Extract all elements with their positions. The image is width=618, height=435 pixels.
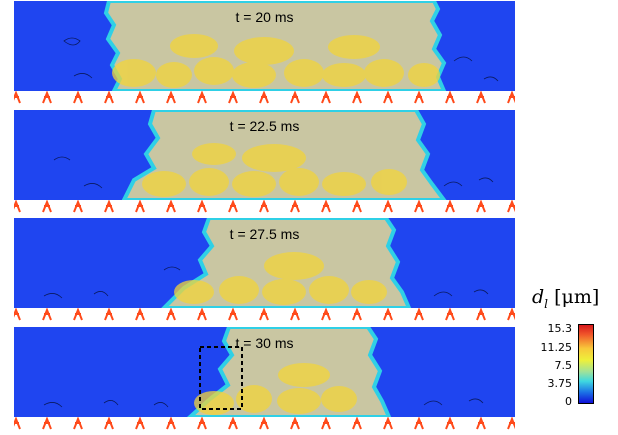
injector-icon [135,91,145,104]
injector-icon [42,308,52,321]
injector-icon [73,417,83,430]
injector-icon [104,417,114,430]
injector-icon [507,308,515,321]
injector-icon [42,200,52,213]
injector-icon [352,417,362,430]
injector-icon [445,91,455,104]
injector-icon [476,417,486,430]
injector-icon [476,308,486,321]
injector-icon [476,91,486,104]
spray-panel-4: t = 30 ms [14,327,515,417]
spray-field-4 [14,327,515,417]
injector-icon [414,91,424,104]
injector-icon [166,200,176,213]
injector-icon [166,417,176,430]
injector-icon [197,308,207,321]
injector-icon [14,200,21,213]
injector-icon [414,200,424,213]
injector-icon [290,308,300,321]
injector-icon [14,91,21,104]
injector-icon [166,308,176,321]
injector-icon [507,91,515,104]
injector-icon [445,200,455,213]
injector-icon [197,417,207,430]
injector-icon [197,200,207,213]
injector-icon [104,200,114,213]
spray-panel-2: t = 22.5 ms [14,110,515,200]
colorbar-title: dl [μm] [532,286,600,311]
colorbar-tick: 11.25 [540,341,573,354]
time-label-3: t = 27.5 ms [229,226,300,242]
colorbar [578,324,594,404]
injector-icon [228,308,238,321]
injector-icon [228,417,238,430]
injector-icon [166,91,176,104]
injector-icon [445,417,455,430]
spray-panel-3: t = 27.5 ms [14,218,515,308]
injector-icon [352,91,362,104]
injector-icon [290,417,300,430]
injector-icon [476,200,486,213]
injector-icon [259,91,269,104]
spray-field-3 [14,218,515,308]
injector-icon [414,308,424,321]
injector-icon [321,308,331,321]
injector-icon [228,200,238,213]
injector-icon [352,200,362,213]
injector-row-3 [14,308,515,321]
injector-icon [383,91,393,104]
spray-panel-1: t = 20 ms [14,1,515,91]
spray-field-1 [14,1,515,91]
injector-icon [383,417,393,430]
injector-icon [73,308,83,321]
injector-icon [507,417,515,430]
injector-icon [321,417,331,430]
injector-icon [383,308,393,321]
injector-icon [290,200,300,213]
colorbar-tick: 3.75 [547,377,573,390]
injector-icon [507,200,515,213]
colorbar-tick: 15.3 [547,322,573,335]
time-label-4: t = 30 ms [235,335,294,351]
injector-icon [42,417,52,430]
injector-icon [42,91,52,104]
injector-row-1 [14,91,515,104]
injector-icon [135,200,145,213]
injector-icon [321,91,331,104]
injector-icon [14,308,21,321]
injector-icon [14,417,21,430]
time-label-1: t = 20 ms [235,9,294,25]
injector-icon [259,417,269,430]
injector-icon [321,200,331,213]
injector-icon [445,308,455,321]
injector-icon [135,417,145,430]
injector-icon [197,91,207,104]
spray-field-2 [14,110,515,200]
injector-icon [104,308,114,321]
injector-icon [259,200,269,213]
injector-icon [383,200,393,213]
injector-icon [73,91,83,104]
injector-icon [104,91,114,104]
colorbar-tick: 0 [565,395,572,408]
injector-icon [290,91,300,104]
highlight-box [199,346,243,410]
injector-icon [414,417,424,430]
injector-row-4 [14,417,515,430]
injector-icon [228,91,238,104]
time-label-2: t = 22.5 ms [229,118,300,134]
injector-icon [259,308,269,321]
injector-icon [352,308,362,321]
colorbar-tick: 7.5 [554,359,573,372]
injector-icon [73,200,83,213]
injector-row-2 [14,200,515,213]
injector-icon [135,308,145,321]
